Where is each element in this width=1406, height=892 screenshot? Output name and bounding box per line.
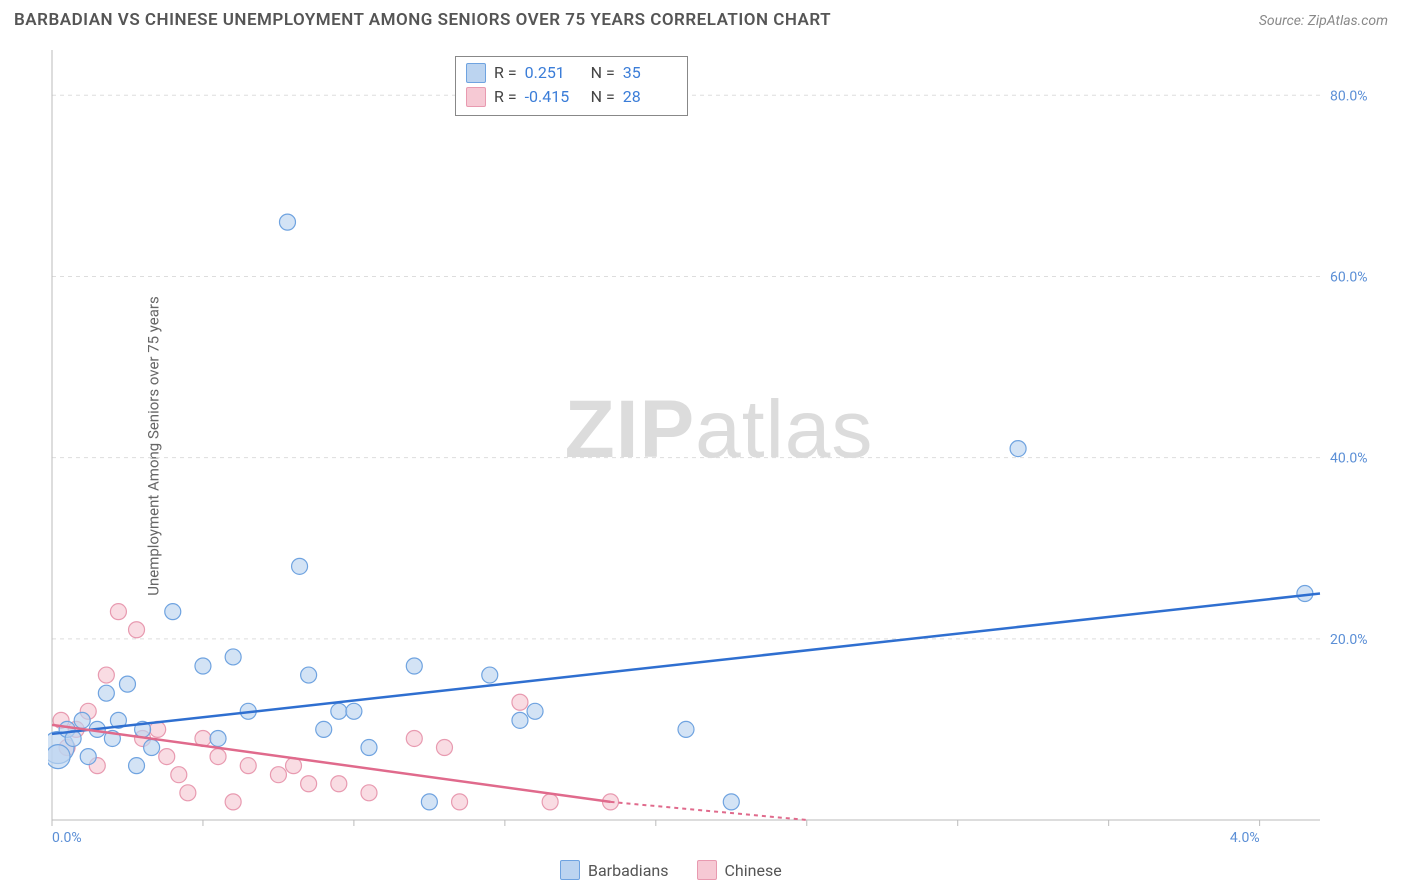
chinese-point	[361, 785, 377, 801]
series-legend: Barbadians Chinese	[560, 860, 782, 880]
stats-legend: R = 0.251 N = 35 R = -0.415 N = 28	[455, 56, 688, 116]
y-tick-label: 40.0%	[1330, 451, 1368, 467]
barbadian-point	[361, 740, 377, 756]
y-tick-label: 80.0%	[1330, 88, 1368, 104]
series-legend-label: Chinese	[725, 861, 782, 880]
x-tick-label: 4.0%	[1230, 830, 1260, 846]
r-value: -0.415	[525, 85, 579, 109]
x-tick-label: 0.0%	[52, 830, 82, 846]
n-value: 35	[623, 61, 677, 85]
barbadian-point	[279, 214, 295, 230]
barbadian-point	[331, 703, 347, 719]
y-tick-label: 20.0%	[1330, 632, 1368, 648]
series-legend-item: Chinese	[697, 860, 782, 880]
barbadian-point	[512, 712, 528, 728]
chinese-point	[180, 785, 196, 801]
chinese-point	[159, 749, 175, 765]
barbadian-point	[292, 558, 308, 574]
chinese-point	[98, 667, 114, 683]
chart-header: BARBADIAN VS CHINESE UNEMPLOYMENT AMONG …	[0, 0, 1406, 36]
n-value: 28	[623, 85, 677, 109]
chinese-point	[542, 794, 558, 810]
barbadian-point	[527, 703, 543, 719]
barbadian-point	[210, 730, 226, 746]
barbadian-point	[74, 712, 90, 728]
barbadian-point	[723, 794, 739, 810]
chinese-point	[406, 730, 422, 746]
barbadian-point	[406, 658, 422, 674]
barbadian-point	[225, 649, 241, 665]
barbadian-trendline	[52, 594, 1320, 734]
chinese-point	[270, 767, 286, 783]
chinese-trendline-extrapolated	[611, 802, 807, 820]
chinese-point	[110, 604, 126, 620]
n-label: N =	[587, 85, 615, 109]
barbadian-point	[421, 794, 437, 810]
r-label: R =	[494, 61, 517, 85]
barbadian-point	[346, 703, 362, 719]
barbadian-point	[129, 758, 145, 774]
series-legend-label: Barbadians	[588, 861, 669, 880]
barbadian-point	[301, 667, 317, 683]
legend-swatch	[560, 860, 580, 880]
chinese-point	[512, 694, 528, 710]
barbadian-point	[119, 676, 135, 692]
chinese-point	[436, 740, 452, 756]
series-legend-item: Barbadians	[560, 860, 669, 880]
chinese-point	[129, 622, 145, 638]
stats-legend-row: R = -0.415 N = 28	[466, 85, 677, 109]
barbadian-point	[144, 740, 160, 756]
stats-legend-row: R = 0.251 N = 35	[466, 61, 677, 85]
chart-title: BARBADIAN VS CHINESE UNEMPLOYMENT AMONG …	[14, 10, 831, 30]
barbadian-point	[195, 658, 211, 674]
barbadian-point	[48, 745, 70, 769]
barbadian-point	[678, 721, 694, 737]
chinese-point	[225, 794, 241, 810]
chinese-point	[171, 767, 187, 783]
barbadian-point	[316, 721, 332, 737]
n-label: N =	[587, 61, 615, 85]
chinese-point	[240, 758, 256, 774]
scatter-chart: 20.0% 40.0% 60.0% 80.0% 0.0% 4.0%	[48, 44, 1390, 848]
barbadian-point	[98, 685, 114, 701]
chinese-point	[210, 749, 226, 765]
legend-swatch	[697, 860, 717, 880]
barbadian-point	[165, 604, 181, 620]
plot-area: ZIPatlas 20.0%40.0%60.0%80.0%0.0%4.0% R …	[48, 44, 1390, 848]
r-value: 0.251	[525, 61, 579, 85]
y-tick-label: 60.0%	[1330, 269, 1368, 285]
source-label: Source: ZipAtlas.com	[1259, 13, 1388, 29]
barbadian-point	[482, 667, 498, 683]
chinese-point	[331, 776, 347, 792]
chinese-point	[301, 776, 317, 792]
barbadian-point	[1010, 441, 1026, 457]
barbadian-point	[80, 749, 96, 765]
legend-swatch	[466, 63, 486, 83]
r-label: R =	[494, 85, 517, 109]
legend-swatch	[466, 87, 486, 107]
chinese-point	[452, 794, 468, 810]
